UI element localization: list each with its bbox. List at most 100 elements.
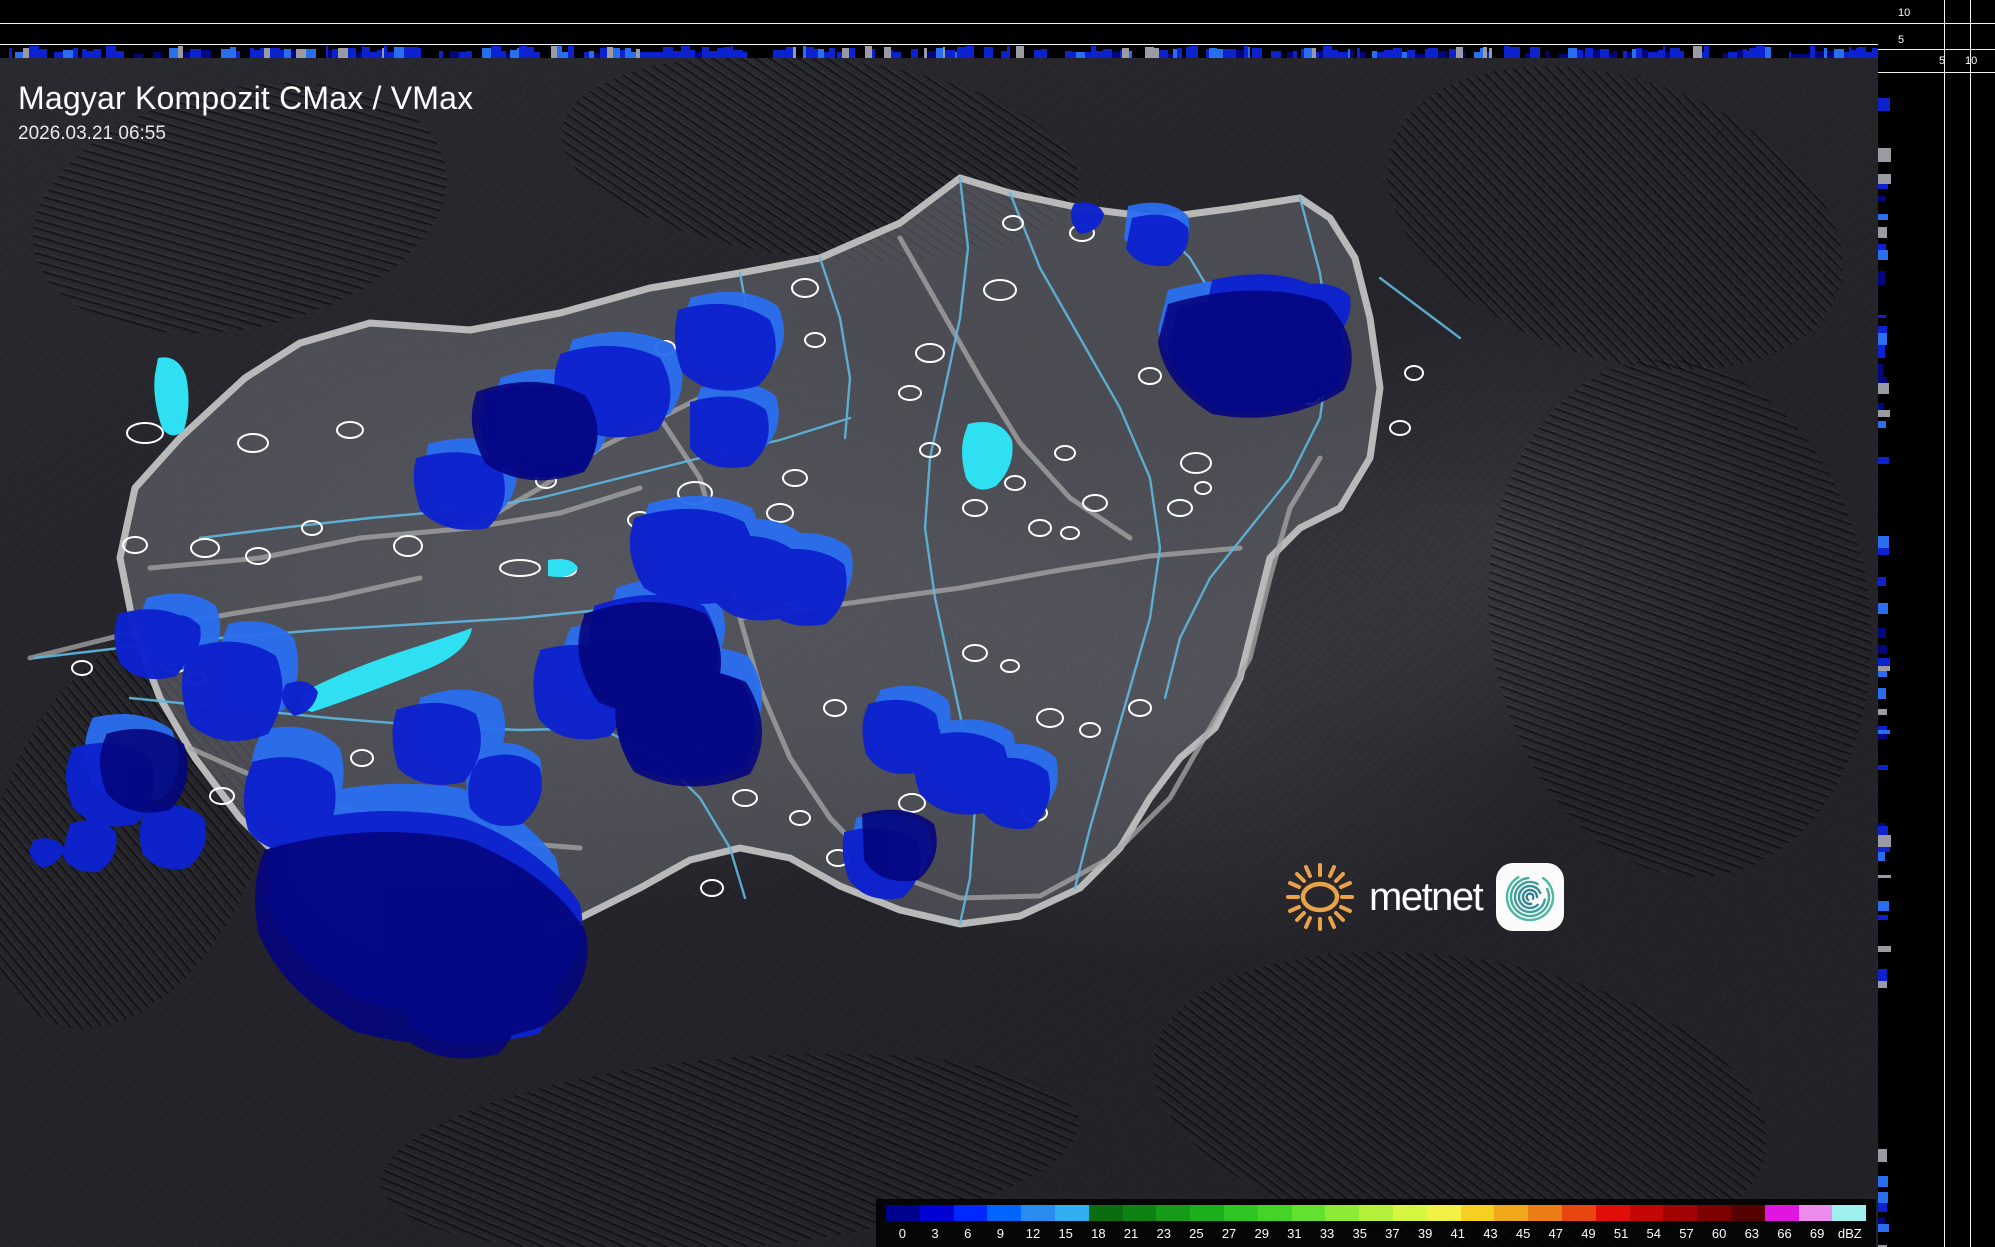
dbz-tick-28: 69 xyxy=(1809,1226,1825,1241)
top-echo-bin xyxy=(1866,52,1872,58)
top-echo-bin xyxy=(936,48,943,58)
top-echo-bin xyxy=(134,54,143,58)
right-echo-bin xyxy=(1878,174,1891,184)
right-echo-bin xyxy=(1878,244,1886,250)
top-echo-bin xyxy=(1609,54,1613,58)
dbz-tick-24: 57 xyxy=(1679,1226,1694,1241)
top-echo-bin xyxy=(169,48,178,58)
dbz-tick-22: 51 xyxy=(1613,1226,1629,1241)
bottom-axis-label-10: 10 xyxy=(1965,55,1978,67)
right-echo-bin xyxy=(1878,326,1887,333)
dbz-swatch-22 xyxy=(1629,1205,1664,1221)
top-echo-bin xyxy=(814,49,818,58)
right-echo-bin xyxy=(1878,823,1886,826)
top-echo-bin xyxy=(201,50,211,58)
metnet-logo[interactable]: metnet xyxy=(1285,862,1565,932)
dbz-tick-12: 31 xyxy=(1287,1226,1302,1241)
metnet-spiral-icon[interactable] xyxy=(1496,863,1565,931)
dbz-swatch-6 xyxy=(1088,1205,1123,1221)
top-echo-bin xyxy=(1248,47,1250,58)
top-echo-bin xyxy=(358,52,362,58)
top-echo-bin xyxy=(1372,51,1377,58)
vmax-horizontal-cross-section[interactable] xyxy=(0,0,1878,58)
right-echo-bin xyxy=(1878,969,1887,981)
top-gridline-1 xyxy=(0,23,1878,24)
top-echo-bin xyxy=(849,48,855,58)
top-echo-bin xyxy=(793,47,796,58)
top-echo-bin xyxy=(1122,48,1129,58)
dbz-tick-3: 9 xyxy=(996,1226,1004,1241)
top-echo-bin xyxy=(562,52,568,58)
dbz-tick-4: 12 xyxy=(1025,1226,1041,1241)
right-echo-bin xyxy=(1878,250,1888,260)
right-echo-bin xyxy=(1878,1192,1888,1203)
top-echo-bin xyxy=(236,51,240,58)
top-echo-bin xyxy=(1585,48,1593,58)
top-echo-bin xyxy=(1583,54,1585,58)
right-echo-bin xyxy=(1878,1217,1885,1224)
top-echo-bin xyxy=(264,48,270,58)
right-echo-bin xyxy=(1878,915,1888,920)
top-echo-bin xyxy=(1312,48,1316,58)
right-echo-profile xyxy=(1878,73,1892,1247)
dbz-swatch-0 xyxy=(886,1205,920,1221)
top-echo-bin xyxy=(418,48,421,58)
dbz-tick-labels: 0 3 6 9 12 15 18 21 23 25 27 29 31 33 35 37 39 41 43 45 47 49… xyxy=(886,1223,1866,1245)
top-echo-bin xyxy=(450,51,459,58)
top-echo-bin xyxy=(1304,48,1312,58)
top-echo-bin xyxy=(1415,54,1425,58)
top-echo-bin xyxy=(1487,52,1489,58)
top-echo-bin xyxy=(1384,50,1393,58)
top-echo-bin xyxy=(1872,48,1878,58)
dbz-swatch-19 xyxy=(1528,1205,1562,1221)
top-echo-bin xyxy=(296,49,306,58)
top-echo-bin xyxy=(743,52,747,58)
dbz-tick-20: 47 xyxy=(1548,1226,1563,1241)
top-echo-bin xyxy=(872,49,875,58)
top-echo-bin xyxy=(1704,46,1709,58)
right-echo-bin xyxy=(1878,196,1886,201)
top-echo-bin xyxy=(1642,50,1648,58)
top-echo-bin xyxy=(1693,46,1702,58)
top-echo-bin xyxy=(116,51,124,58)
top-echo-bin xyxy=(1034,50,1041,58)
top-echo-bin xyxy=(782,50,786,58)
top-echo-bin xyxy=(631,52,636,58)
top-echo-bin xyxy=(1824,48,1827,58)
right-echo-bin xyxy=(1878,345,1885,358)
right-echo-bin xyxy=(1878,421,1886,428)
top-echo-bin xyxy=(196,49,201,58)
dbz-swatch-11 xyxy=(1257,1205,1292,1221)
top-echo-bin xyxy=(957,47,966,58)
right-echo-bin xyxy=(1878,457,1889,464)
dbz-color-scale[interactable]: 0 3 6 9 12 15 18 21 23 25 27 29 31 33 35 37 39 41 43 45 47 49… xyxy=(876,1199,1876,1247)
top-echo-bin xyxy=(506,54,510,58)
dbz-swatch-28 xyxy=(1832,1205,1867,1221)
dbz-tick-19: 45 xyxy=(1515,1226,1531,1241)
top-echo-bin xyxy=(1800,54,1810,58)
top-echo-bin xyxy=(824,52,829,58)
top-echo-bin xyxy=(613,48,620,58)
right-echo-bin xyxy=(1878,383,1889,394)
right-echo-bin xyxy=(1878,315,1886,318)
right-echo-bin xyxy=(1878,666,1890,671)
top-echo-bin xyxy=(1159,50,1168,58)
top-echo-bin xyxy=(1402,52,1407,58)
top-echo-bin xyxy=(1849,47,1851,58)
dbz-tick-9: 25 xyxy=(1189,1226,1204,1241)
top-echo-bin xyxy=(1577,50,1583,58)
radar-map[interactable]: Magyar Kompozit CMax / VMax 2026.03.21 0… xyxy=(0,58,1878,1247)
vmax-vertical-cross-section[interactable]: 10 5 5 10 xyxy=(1878,0,1995,1247)
top-echo-bin xyxy=(1360,52,1366,58)
top-echo-bin xyxy=(924,48,927,58)
top-echo-bin xyxy=(1168,54,1173,58)
top-echo-bin xyxy=(1747,51,1749,58)
map-vector-layer xyxy=(27,174,1462,1059)
right-echo-bin xyxy=(1878,214,1888,220)
top-echo-bin xyxy=(394,47,404,58)
top-echo-bin xyxy=(280,50,284,58)
top-echo-bin xyxy=(387,52,394,58)
top-echo-bin xyxy=(1827,51,1834,58)
dbz-tick-25: 60 xyxy=(1711,1226,1727,1241)
